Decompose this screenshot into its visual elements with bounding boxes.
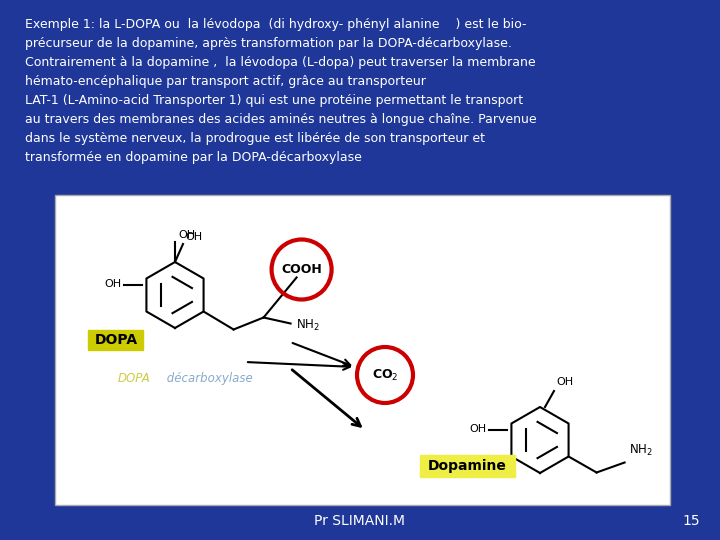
Text: LAT-1 (L-Amino-acid Transporter 1) qui est une protéine permettant le transport: LAT-1 (L-Amino-acid Transporter 1) qui e… bbox=[25, 94, 523, 107]
Text: décarboxylase: décarboxylase bbox=[163, 372, 253, 385]
Text: dans le système nerveux, la prodrogue est libérée de son transporteur et: dans le système nerveux, la prodrogue es… bbox=[25, 132, 485, 145]
Text: NH$_2$: NH$_2$ bbox=[629, 443, 652, 458]
Text: hémato-encéphalique par transport actif, grâce au transporteur: hémato-encéphalique par transport actif,… bbox=[25, 75, 426, 88]
Text: Exemple 1: la L-DOPA ou  la lévodopa  (di hydroxy- phényl alanine    ) est le bi: Exemple 1: la L-DOPA ou la lévodopa (di … bbox=[25, 18, 526, 31]
Text: COOH: COOH bbox=[282, 263, 322, 276]
Text: OH: OH bbox=[104, 279, 121, 289]
Text: OH: OH bbox=[178, 230, 195, 240]
FancyArrowPatch shape bbox=[292, 370, 361, 426]
Text: Dopamine: Dopamine bbox=[428, 459, 506, 473]
Bar bbox=[88, 330, 143, 350]
FancyArrowPatch shape bbox=[292, 343, 350, 366]
Text: OH: OH bbox=[185, 232, 202, 242]
Text: 15: 15 bbox=[683, 514, 700, 528]
Text: OH: OH bbox=[469, 424, 486, 434]
Text: CO$_2$: CO$_2$ bbox=[372, 367, 398, 382]
Text: DOPA: DOPA bbox=[94, 333, 138, 347]
Bar bbox=[420, 455, 515, 477]
Text: transformée en dopamine par la DOPA-décarboxylase: transformée en dopamine par la DOPA-déca… bbox=[25, 151, 362, 164]
FancyArrowPatch shape bbox=[248, 362, 350, 370]
Text: OH: OH bbox=[556, 377, 573, 387]
Text: précurseur de la dopamine, après transformation par la DOPA-décarboxylase.: précurseur de la dopamine, après transfo… bbox=[25, 37, 512, 50]
Text: Contrairement à la dopamine ,  la lévodopa (L-dopa) peut traverser la membrane: Contrairement à la dopamine , la lévodop… bbox=[25, 56, 536, 69]
Bar bbox=[55, 195, 670, 505]
Text: NH$_2$: NH$_2$ bbox=[296, 318, 320, 333]
Text: DOPA: DOPA bbox=[118, 372, 150, 385]
Text: Pr SLIMANI.M: Pr SLIMANI.M bbox=[315, 514, 405, 528]
Text: au travers des membranes des acides aminés neutres à longue chaîne. Parvenue: au travers des membranes des acides amin… bbox=[25, 113, 536, 126]
